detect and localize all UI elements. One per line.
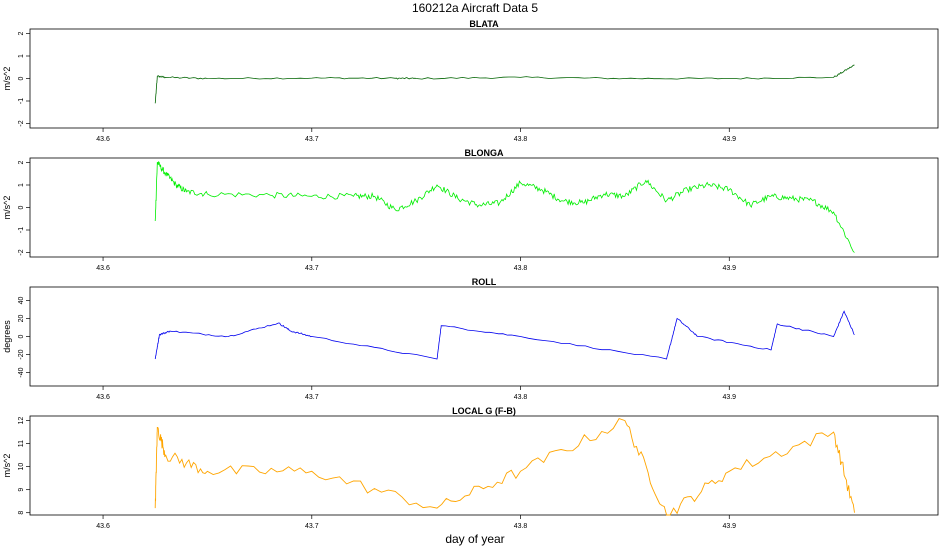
- plot-frame: [29, 286, 939, 387]
- series-line: [154, 64, 855, 104]
- series-line: [154, 310, 855, 360]
- y-tick-label: 10: [18, 463, 25, 471]
- y-tick-label: -20: [18, 349, 25, 359]
- y-tick-label: 40: [18, 297, 25, 305]
- y-axis-label: degrees: [2, 320, 12, 353]
- x-tick-label: 43.7: [305, 136, 319, 143]
- y-tick-label: 0: [18, 205, 25, 209]
- panel-3: ROLL -40 -20 0 20 40 43.6 43.7 43.8 43.9 degrees: [2, 277, 939, 401]
- x-tick-label: 43.7: [305, 394, 319, 401]
- y-axis-label: m/s^2: [2, 454, 12, 478]
- x-tick-label: 43.6: [96, 265, 110, 272]
- y-tick-label: 8: [18, 511, 25, 515]
- y-tick-label: 12: [18, 417, 25, 425]
- panel-4: LOCAL G (F-B) 8 9 10 11 12 43.6 43.7 43.8 43.9 m/s…: [2, 406, 939, 530]
- series-line: [154, 160, 855, 253]
- y-tick-label: 1: [18, 183, 25, 187]
- x-tick-label: 43.9: [722, 394, 736, 401]
- y-tick-label: -1: [18, 98, 25, 104]
- panel-1: BLATA -2 -1 0 1 2 43.6 43.7 43.8 43.9 m/s^2: [2, 19, 939, 143]
- y-axis-label: m/s^2: [2, 67, 12, 91]
- x-tick-label: 43.7: [305, 265, 319, 272]
- y-axis-label: m/s^2: [2, 196, 12, 220]
- x-tick-label: 43.6: [96, 523, 110, 530]
- x-tick-label: 43.6: [96, 394, 110, 401]
- y-tick-label: -2: [18, 120, 25, 126]
- y-tick-label: 2: [18, 31, 25, 35]
- x-axis-title: day of year: [445, 532, 504, 546]
- x-tick-label: 43.8: [514, 136, 528, 143]
- panel-title: ROLL: [472, 277, 497, 287]
- y-tick-label: 9: [18, 488, 25, 492]
- series-line: [154, 418, 855, 516]
- x-tick-label: 43.8: [514, 523, 528, 530]
- x-tick-label: 43.9: [722, 265, 736, 272]
- panel-title: BLATA: [469, 19, 499, 29]
- x-tick-label: 43.8: [514, 394, 528, 401]
- y-tick-label: 1: [18, 54, 25, 58]
- x-tick-label: 43.9: [722, 523, 736, 530]
- y-tick-label: -40: [18, 367, 25, 377]
- y-tick-label: 20: [18, 315, 25, 323]
- figure-title: 160212a Aircraft Data 5: [412, 1, 538, 15]
- x-tick-label: 43.7: [305, 523, 319, 530]
- x-tick-label: 43.9: [722, 136, 736, 143]
- y-tick-label: 0: [18, 334, 25, 338]
- x-tick-label: 43.6: [96, 136, 110, 143]
- plot-frame: [29, 415, 939, 516]
- panel-title: LOCAL G (F-B): [452, 406, 516, 416]
- x-tick-label: 43.8: [514, 265, 528, 272]
- y-tick-label: -2: [18, 249, 25, 255]
- plot-frame: [29, 28, 939, 129]
- y-tick-label: 11: [18, 440, 25, 447]
- y-tick-label: 2: [18, 160, 25, 164]
- y-tick-label: -1: [18, 227, 25, 233]
- panel-2: BLONGA -2 -1 0 1 2 43.6 43.7 43.8 43.9 m/s^2: [2, 148, 939, 272]
- panel-title: BLONGA: [465, 148, 504, 158]
- y-tick-label: 0: [18, 76, 25, 80]
